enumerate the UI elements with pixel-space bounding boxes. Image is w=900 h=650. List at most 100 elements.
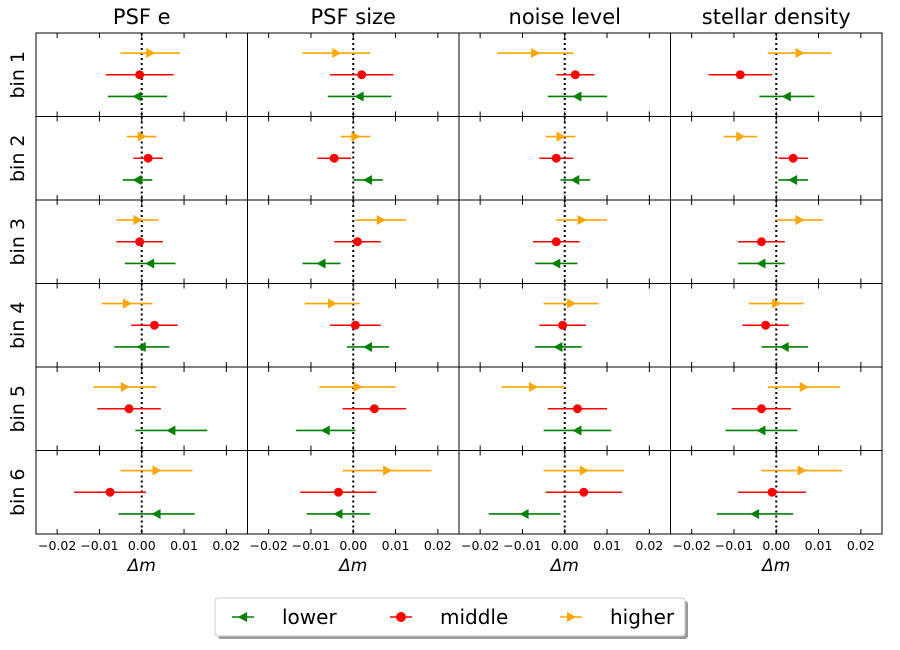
marker-higher	[577, 215, 587, 226]
marker-lower	[166, 425, 176, 436]
tick-label: 0.02	[847, 538, 875, 553]
marker-lower	[363, 174, 373, 185]
panel-frame	[670, 450, 883, 535]
marker-middle	[579, 487, 589, 497]
marker-lower	[333, 508, 343, 519]
row-label: bin 2	[7, 134, 29, 182]
marker-higher	[772, 298, 782, 309]
marker-higher	[152, 465, 162, 476]
marker-higher	[122, 298, 132, 309]
marker-middle	[551, 153, 561, 163]
marker-lower	[756, 425, 766, 436]
row-label: bin 6	[7, 468, 29, 516]
x-axis-label: Δm	[126, 556, 156, 576]
tick-label: −0.02	[461, 538, 499, 553]
marker-middle	[135, 237, 145, 247]
tick-label: 0.01	[805, 538, 833, 553]
column-title: stellar density	[702, 5, 851, 29]
tick-label: 0.01	[170, 538, 198, 553]
tick-label: 0.00	[551, 538, 579, 553]
legend-box	[214, 597, 686, 637]
tick-label: −0.01	[80, 538, 118, 553]
marker-middle	[329, 153, 339, 163]
marker-middle	[761, 320, 771, 330]
x-axis-label: Δm	[760, 556, 790, 576]
tick-label: 0.00	[128, 538, 156, 553]
marker-lower	[145, 258, 155, 269]
column-title: noise level	[509, 5, 621, 29]
marker-middle	[149, 320, 159, 330]
marker-middle	[350, 320, 360, 330]
marker-middle	[333, 487, 343, 497]
marker-higher	[531, 48, 541, 59]
row-label: bin 4	[7, 301, 29, 349]
marker-middle	[558, 320, 568, 330]
marker-middle	[352, 237, 362, 247]
marker-higher	[383, 465, 393, 476]
marker-higher	[567, 298, 577, 309]
row-label: bin 1	[7, 51, 29, 99]
marker-higher	[146, 48, 156, 59]
tick-label: 0.01	[593, 538, 621, 553]
marker-higher	[795, 215, 805, 226]
marker-lower	[320, 425, 330, 436]
marker-middle	[735, 70, 745, 80]
marker-lower	[553, 341, 563, 352]
marker-middle	[135, 70, 145, 80]
legend-marker-higher	[567, 612, 576, 622]
marker-middle	[551, 237, 561, 247]
marker-lower	[788, 174, 798, 185]
tick-label: 0.00	[339, 538, 367, 553]
marker-lower	[132, 174, 142, 185]
marker-lower	[572, 91, 582, 102]
legend-marker-lower	[238, 612, 247, 622]
marker-higher	[797, 465, 807, 476]
marker-higher	[795, 48, 805, 59]
column-title: PSF e	[113, 5, 171, 29]
tick-label: 0.02	[212, 538, 240, 553]
marker-middle	[788, 153, 798, 163]
marker-middle	[105, 487, 115, 497]
column-title: PSF size	[311, 5, 396, 29]
x-axis-label: Δm	[549, 556, 579, 576]
marker-middle	[124, 404, 134, 414]
marker-lower	[750, 508, 760, 519]
tick-label: 0.02	[424, 538, 452, 553]
marker-lower	[551, 258, 561, 269]
marker-higher	[137, 131, 147, 142]
marker-lower	[756, 258, 766, 269]
marker-lower	[151, 508, 161, 519]
marker-higher	[736, 131, 746, 142]
marker-lower	[132, 91, 142, 102]
marker-lower	[519, 508, 529, 519]
marker-lower	[363, 341, 373, 352]
marker-higher	[120, 382, 130, 393]
marker-higher	[133, 215, 143, 226]
marker-lower	[316, 258, 326, 269]
marker-higher	[351, 131, 361, 142]
tick-label: −0.01	[503, 538, 541, 553]
marker-middle	[767, 487, 777, 497]
marker-middle	[756, 237, 766, 247]
marker-higher	[579, 465, 589, 476]
marker-higher	[353, 382, 363, 393]
marker-middle	[357, 70, 367, 80]
marker-higher	[376, 215, 386, 226]
marker-middle	[369, 404, 379, 414]
legend-label: lower	[282, 605, 337, 629]
marker-middle	[570, 70, 580, 80]
marker-higher	[799, 382, 809, 393]
tick-label: 0.02	[635, 538, 663, 553]
marker-lower	[779, 341, 789, 352]
row-label: bin 3	[7, 218, 29, 266]
tick-label: 0.01	[382, 538, 410, 553]
marker-lower	[781, 91, 791, 102]
marker-higher	[332, 48, 342, 59]
marker-lower	[136, 341, 146, 352]
tick-label: −0.02	[38, 538, 76, 553]
marker-lower	[570, 174, 580, 185]
row-label: bin 5	[7, 385, 29, 433]
x-axis-label: Δm	[337, 556, 367, 576]
marker-higher	[556, 131, 566, 142]
